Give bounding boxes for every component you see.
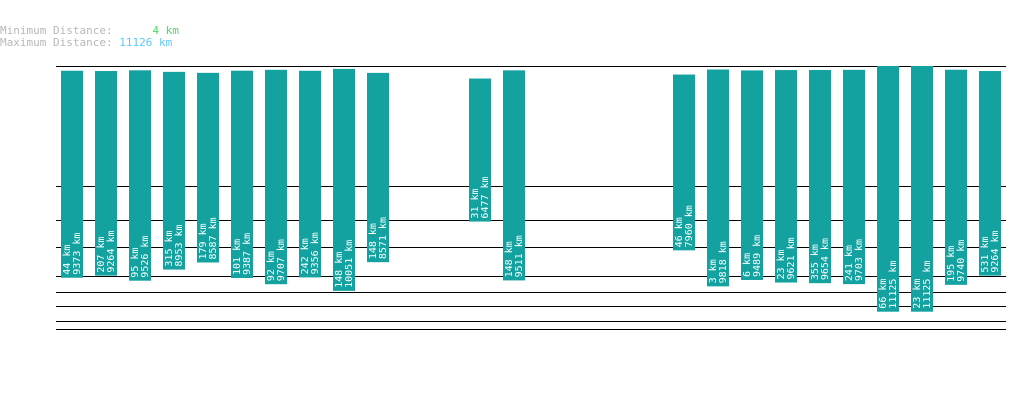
bar-label-min: 101 km [232,239,243,275]
bar-label-max: 11125 km [922,261,933,309]
bar-label-min: 207 km [96,236,107,272]
bar-group: 179 km 8587 km [197,72,219,263]
bar-label-min: 195 km [946,246,957,282]
bar-label-min: 148 km [334,252,345,288]
bar-group: 148 km 8571 km [367,72,389,263]
bar-label-min: 3 km [708,259,719,283]
bar-group: 66 km 11125 km [877,66,899,312]
bar-group: 44 km 9373 km [61,70,83,278]
bar-group: 6 km 9489 km [741,70,763,280]
distance-legend: Minimum Distance: 4 km Maximum Distance: … [0,25,179,49]
bar-group: 531 km 9264 km [979,71,1001,276]
bar [775,70,797,283]
bar-label-min: 23 km [912,279,923,309]
bar-label-max: 9707 km [276,239,287,281]
max-distance-label: Maximum Distance: [0,36,113,49]
bar [673,74,695,251]
bar-group: 46 km 7960 km [673,74,695,251]
bar-label-max: 8953 km [174,224,185,266]
bar [333,68,355,291]
bar [197,72,219,263]
bar-label-min: 31 km [470,188,481,218]
bar-group: 101 km 9387 km [231,70,253,279]
bar-group: 92 km 9707 km [265,69,287,285]
bar [843,69,865,285]
bar-group: 355 km 9654 km [809,69,831,284]
bar-label-max: 9621 km [786,237,797,279]
bar-label-max: 9526 km [140,236,151,278]
bar-label-max: 9264 km [106,230,117,272]
bar-group: 195 km 9740 km [945,69,967,285]
bar [707,69,729,287]
bar [469,78,491,222]
bar-label-min: 66 km [878,279,889,309]
bar-group: 31 km 6477 km [469,78,491,222]
bar-label-min: 531 km [980,236,991,272]
bar-label-max: 6477 km [480,176,491,218]
bar [911,66,933,312]
bar [265,69,287,285]
bar-label-max: 9511 km [514,235,525,277]
bar-label-max: 9356 km [310,232,321,274]
bar-label-min: 148 km [368,223,379,259]
bar [877,66,899,312]
bar [163,71,185,270]
bar [979,71,1001,276]
min-distance-row: Minimum Distance: 4 km [0,25,179,37]
bar [809,69,831,284]
bar-group: 148 km 9511 km [503,70,525,281]
bar-group: 23 km 9621 km [775,70,797,283]
bar [231,70,253,279]
bar-label-min: 92 km [266,251,277,281]
bar-label-max: 8587 km [208,217,219,259]
bar-group: 242 km 9356 km [299,70,321,278]
bar-group: 241 km 9703 km [843,69,865,285]
bar-label-max: 9373 km [72,233,83,275]
bar [299,70,321,278]
bar-label-min: 148 km [504,241,515,277]
bar-label-min: 44 km [62,245,73,275]
bar-label-max: 8571 km [378,217,389,259]
bar-group: 315 km 8953 km [163,71,185,270]
bar-label-max: 10051 km [344,240,355,288]
bar-label-min: 95 km [130,248,141,278]
bar-group: 23 km 11125 km [911,66,933,312]
bar-group: 3 km 9818 km [707,69,729,287]
bar-label-max: 9818 km [718,241,729,283]
bar-group: 207 km 9264 km [95,71,117,276]
bar-label-max: 9489 km [752,235,763,277]
bar-label-max: 9703 km [854,239,865,281]
bar-group: 95 km 9526 km [129,70,151,281]
bar-label-min: 242 km [300,238,311,274]
bar-label-min: 179 km [198,223,209,259]
bar [945,69,967,285]
bar-label-max: 11125 km [888,261,899,309]
bar [129,70,151,281]
bar-label-max: 9654 km [820,238,831,280]
bar [741,70,763,280]
bar-label-min: 23 km [776,249,787,279]
bar-label-min: 315 km [164,230,175,266]
bar-label-max: 7960 km [684,205,695,247]
bar-label-min: 355 km [810,244,821,280]
min-distance-label: Minimum Distance: [0,24,113,37]
bar [367,72,389,263]
bar-label-min: 6 km [742,253,753,277]
bar [95,71,117,276]
bar-label-min: 46 km [674,217,685,247]
max-distance-row: Maximum Distance: 11126 km [0,37,179,49]
bar-label-max: 9387 km [242,233,253,275]
bar [503,70,525,281]
min-distance-value: 4 km [152,24,179,37]
bar-label-max: 9740 km [956,240,967,282]
max-distance-value: 11126 km [119,36,173,49]
bar [61,70,83,278]
bar-label-min: 241 km [844,245,855,281]
bar-label-max: 9264 km [990,230,1001,272]
bar-group: 148 km 10051 km [333,68,355,291]
